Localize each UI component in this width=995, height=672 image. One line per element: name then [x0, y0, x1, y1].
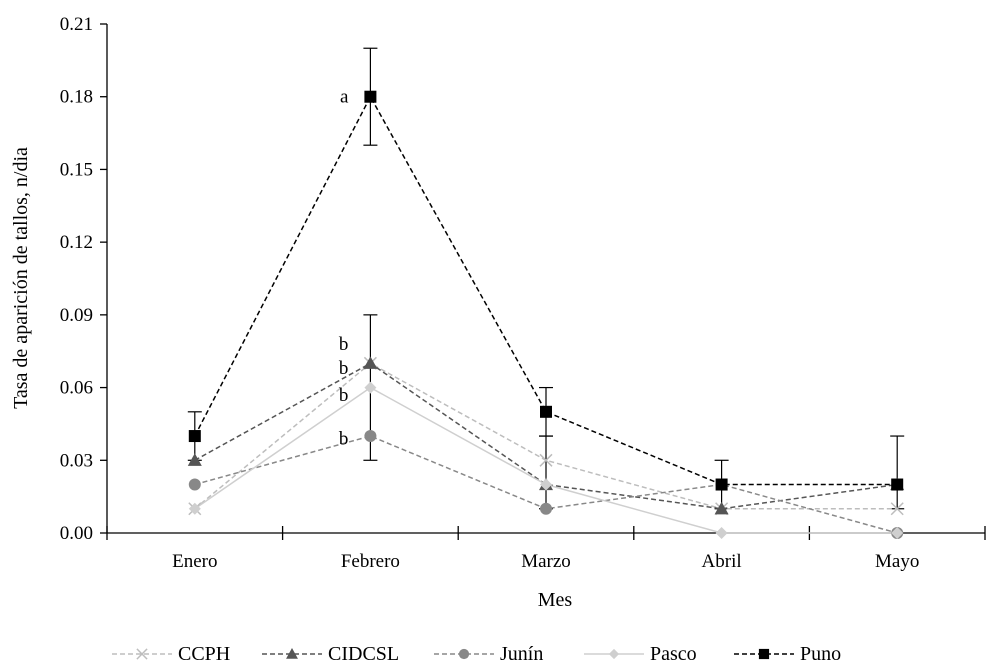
- data-point-pasco: [364, 381, 377, 394]
- data-point-cidcsl: [714, 501, 729, 515]
- x-tick-label: Febrero: [341, 551, 400, 572]
- significance-letter: b: [339, 385, 349, 406]
- legend: CCPH CIDCSL Junín Pasco Puno: [112, 643, 841, 665]
- series-markers: [187, 90, 905, 539]
- data-point-puno: [891, 478, 904, 491]
- x-tick-label: Enero: [172, 551, 217, 572]
- data-point-pasco: [188, 502, 201, 515]
- significance-letter: b: [339, 428, 349, 449]
- y-tick-label: 0.09: [60, 305, 93, 326]
- legend-label-cidcsl: CIDCSL: [328, 643, 399, 665]
- legend-marker-junín: [458, 648, 470, 660]
- significance-letter: b: [339, 358, 349, 379]
- y-tick-label: 0.06: [60, 378, 93, 399]
- significance-letter: b: [339, 334, 349, 355]
- legend-label-junín: Junín: [500, 643, 543, 665]
- x-tick-label: Abril: [702, 551, 742, 572]
- data-point-cidcsl: [187, 453, 202, 466]
- data-point-cidcsl: [363, 356, 378, 369]
- data-point-puno: [540, 405, 552, 418]
- legend-marker-cidcsl: [286, 648, 298, 659]
- data-point-pasco: [715, 527, 728, 539]
- data-point-pasco: [540, 478, 552, 491]
- data-point-puno: [188, 430, 201, 443]
- legend-marker-ccph: [136, 648, 148, 660]
- data-point-junín: [364, 430, 377, 443]
- axes: 0.00 0.03 0.06 0.09 0.12 0.15 0.18 0.21 Enero Feb…: [60, 14, 986, 572]
- data-point-junín: [540, 502, 552, 515]
- y-tick-label: 0.21: [60, 14, 93, 35]
- legend-marker-pasco: [608, 648, 620, 660]
- y-tick-label: 0.18: [60, 87, 93, 108]
- legend-label-ccph: CCPH: [178, 643, 230, 665]
- legend-marker-puno: [758, 648, 770, 660]
- x-axis-title: Mes: [538, 589, 573, 611]
- data-point-ccph: [539, 453, 553, 467]
- x-tick-label: Mayo: [875, 551, 919, 572]
- data-point-pasco: [891, 527, 904, 539]
- y-tick-label: 0.03: [60, 450, 93, 471]
- x-tick-label: Marzo: [521, 551, 571, 572]
- y-tick-label: 0.12: [60, 232, 93, 253]
- data-point-puno: [364, 90, 377, 103]
- legend-label-puno: Puno: [800, 643, 841, 665]
- data-point-puno: [715, 478, 728, 491]
- data-point-ccph: [890, 502, 904, 516]
- y-tick-label: 0.00: [60, 523, 93, 544]
- y-tick-label: 0.15: [60, 159, 93, 180]
- y-axis-title: Tasa de aparición de tallos, n/dia: [10, 147, 32, 409]
- significance-letter: a: [340, 87, 349, 108]
- legend-label-pasco: Pasco: [650, 643, 697, 665]
- data-point-junín: [188, 478, 201, 491]
